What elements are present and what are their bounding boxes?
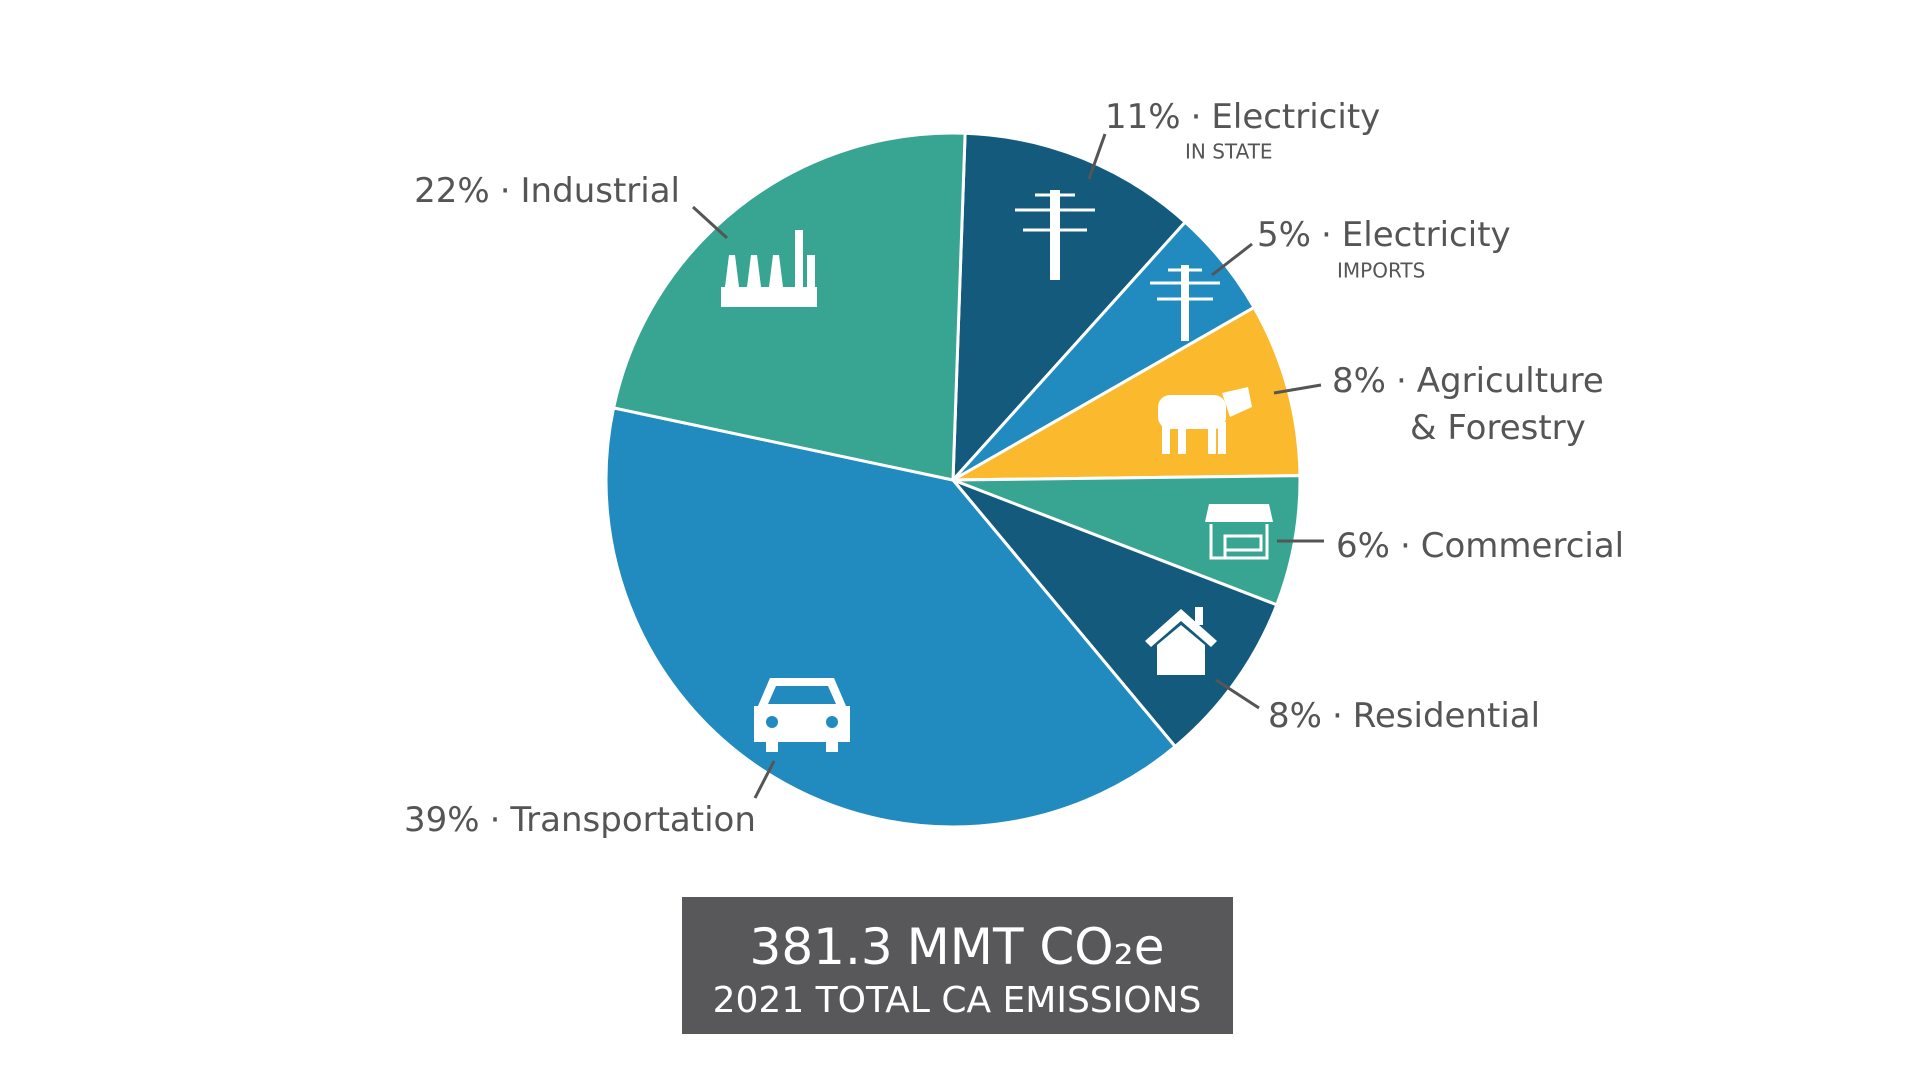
- slice-label: 11% · Electricity: [1105, 97, 1380, 137]
- factory-icon: [721, 230, 817, 307]
- total-value: 381.3: [750, 918, 893, 976]
- category-label: Industrial: [521, 171, 680, 211]
- tower-icon: [1150, 265, 1220, 341]
- value-label: 8%: [1332, 361, 1386, 401]
- category-label: Residential: [1353, 696, 1540, 736]
- value-label: 11%: [1105, 97, 1181, 137]
- value-label: 22%: [414, 171, 490, 211]
- value-label: 5%: [1257, 215, 1311, 255]
- separator: ·: [490, 800, 501, 840]
- category-label: Commercial: [1421, 526, 1624, 566]
- leader-line: [1087, 133, 1107, 180]
- separator: ·: [1191, 97, 1202, 137]
- category-label: Electricity: [1211, 97, 1380, 137]
- leader-line: [753, 760, 776, 799]
- value-label: 39%: [404, 800, 480, 840]
- value-label: 6%: [1336, 526, 1390, 566]
- house-icon: [1145, 607, 1217, 675]
- tower-icon: [1015, 190, 1095, 280]
- store-icon: [1205, 504, 1273, 560]
- car-icon: [754, 678, 850, 752]
- category-note: IN STATE: [1185, 140, 1273, 164]
- total-unit: MMT CO₂e: [907, 918, 1165, 976]
- separator: ·: [1321, 215, 1332, 255]
- separator: ·: [1400, 526, 1411, 566]
- total-caption: 2021 TOTAL CA EMISSIONS: [713, 980, 1202, 1021]
- category-note: IMPORTS: [1337, 259, 1425, 283]
- pie-slice: [951, 131, 1188, 485]
- leader-line: [1211, 242, 1253, 277]
- pie-slice: [948, 476, 1279, 749]
- total-line: 381.3 MMT CO₂e: [750, 918, 1165, 976]
- cow-icon: [1158, 387, 1252, 454]
- slice-label: 8% · Residential: [1268, 696, 1540, 736]
- slice-label: 6% · Commercial: [1336, 526, 1624, 566]
- pie-slice: [604, 406, 1178, 829]
- category-label: Transportation: [509, 800, 756, 840]
- total-box: [682, 897, 1233, 1034]
- leader-line: [1273, 383, 1322, 395]
- slice-label: 8% · Agriculture & Forestry: [1332, 361, 1615, 448]
- category-label: Electricity: [1342, 215, 1511, 255]
- leader-line: [691, 205, 729, 240]
- separator: ·: [1396, 361, 1407, 401]
- leader-line: [1215, 678, 1260, 710]
- slice-label: 22% · Industrial: [414, 171, 680, 211]
- category-label: Agriculture & Forestry: [1410, 361, 1615, 448]
- separator: ·: [500, 171, 511, 211]
- slices: [604, 131, 1302, 829]
- value-label: 8%: [1268, 696, 1322, 736]
- slice-label: 39% · Transportation: [404, 800, 756, 840]
- slice-label: 5% · Electricity: [1257, 215, 1511, 255]
- icons: [721, 190, 1273, 752]
- separator: ·: [1332, 696, 1343, 736]
